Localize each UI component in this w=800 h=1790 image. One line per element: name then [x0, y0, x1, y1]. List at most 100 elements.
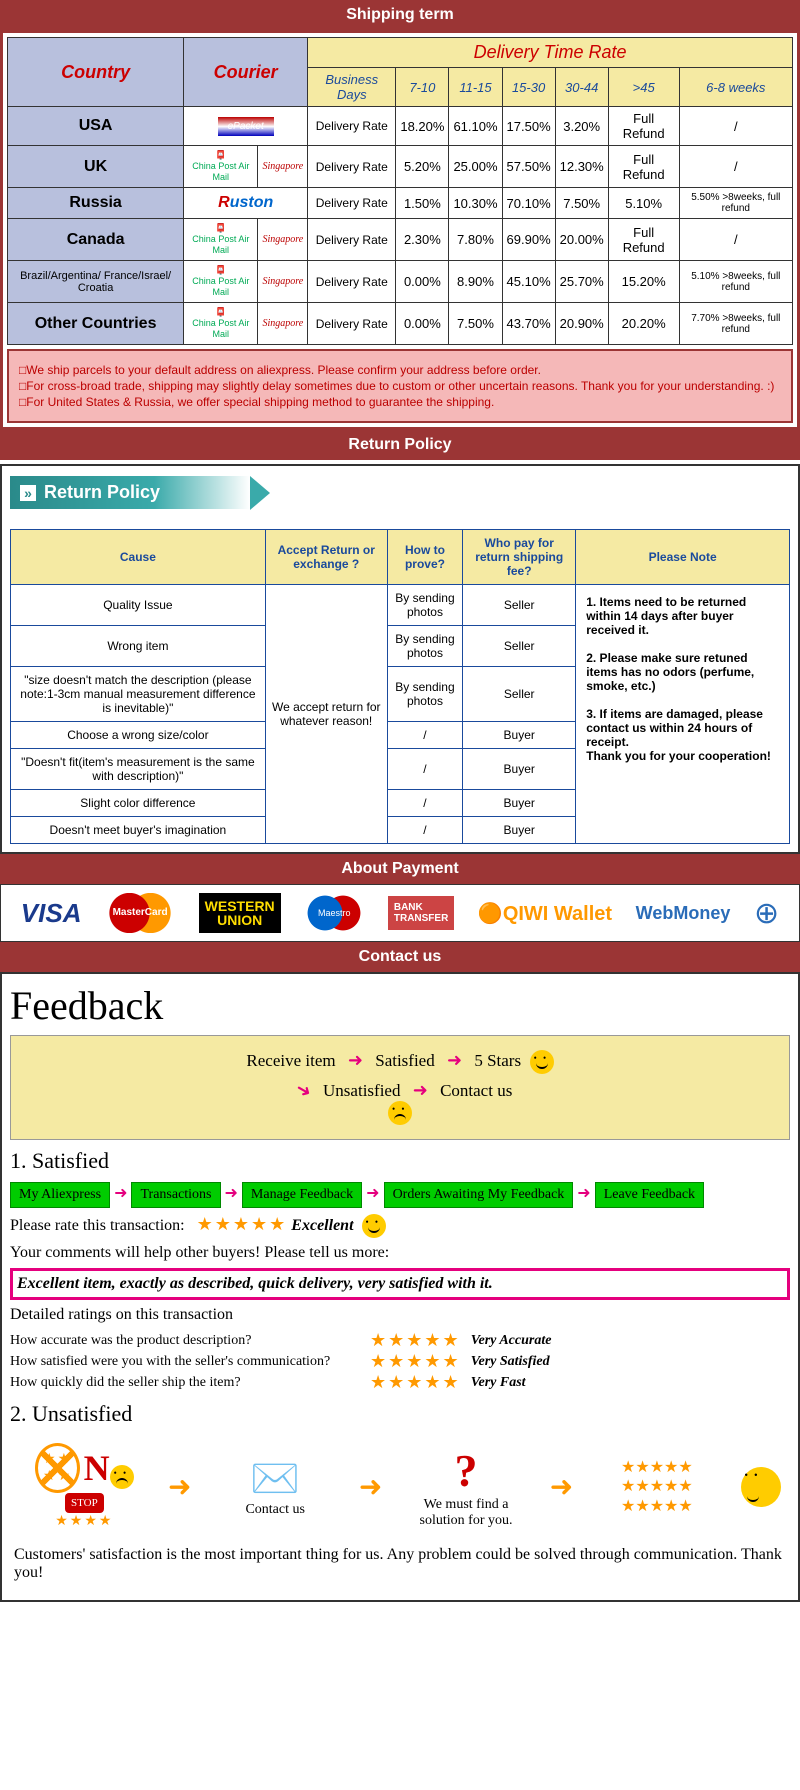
rate-cell: 2.30% [396, 219, 449, 261]
note-line: □For cross-broad trade, shipping may sli… [19, 379, 781, 393]
rate-cell: Full Refund [608, 107, 679, 146]
rate-cell: 7.50% [449, 303, 502, 345]
unsatisfied-header: 2. Unsatisfied [10, 1401, 790, 1427]
step-button: Transactions [131, 1182, 220, 1208]
rate-cell: 70.10% [502, 188, 555, 219]
country-cell: Canada [8, 219, 184, 261]
rate-cell: 20.90% [555, 303, 608, 345]
step-button: Orders Awaiting My Feedback [384, 1182, 574, 1208]
label-cell: Delivery Rate [308, 146, 396, 188]
rate-cell: 12.30% [555, 146, 608, 188]
th-c1: 7-10 [396, 68, 449, 107]
cause-cell: "size doesn't match the description (ple… [11, 667, 266, 722]
shipping-section: Country Courier Delivery Time Rate Busin… [0, 30, 800, 430]
return-section: »Return Policy CauseAccept Return or exc… [0, 464, 800, 854]
rate-cell: 7.50% [555, 188, 608, 219]
return-th: Cause [11, 530, 266, 585]
arrow-icon: ➜ [366, 1185, 379, 1202]
step-button: My Aliexpress [10, 1182, 110, 1208]
rating-q2: How satisfied were you with the seller's… [10, 1351, 790, 1372]
rate-cell: 8.90% [449, 261, 502, 303]
th-country: Country [8, 38, 184, 107]
rate-cell: Full Refund [608, 146, 679, 188]
who-cell: Seller [463, 585, 576, 626]
sad-icon [110, 1465, 134, 1489]
shipping-table: Country Courier Delivery Time Rate Busin… [7, 37, 793, 345]
label-cell: Delivery Rate [308, 219, 396, 261]
payment-header: About Payment [0, 854, 800, 884]
rate-cell: 69.90% [502, 219, 555, 261]
arrow-icon: ➜ [577, 1185, 590, 1202]
prove-cell: / [387, 722, 462, 749]
note-line: □For United States & Russia, we offer sp… [19, 395, 781, 409]
rate-cell: / [679, 107, 792, 146]
country-cell: Brazil/Argentina/ France/Israel/ Croatia [8, 261, 184, 303]
rate-cell: 61.10% [449, 107, 502, 146]
webmoney-icon: ⊕ [754, 896, 779, 931]
rate-cell: Full Refund [608, 219, 679, 261]
th-delivery: Delivery Time Rate [308, 38, 793, 68]
return-th: Who pay for return shipping fee? [463, 530, 576, 585]
mastercard-logo: MasterCard [105, 893, 175, 933]
flow-satisfied: Satisfied [375, 1051, 435, 1070]
question-icon: ? [455, 1445, 478, 1496]
return-th: Accept Return or exchange ? [265, 530, 387, 585]
return-th: Please Note [576, 530, 790, 585]
arrow-icon: ➜ [114, 1185, 127, 1202]
who-cell: Buyer [463, 790, 576, 817]
sad-icon [388, 1101, 412, 1125]
arrow-icon: ➜ [225, 1185, 238, 1202]
th-c6: 6-8 weeks [679, 68, 792, 107]
payment-logos: VISA MasterCard WESTERNUNION Maestro BAN… [0, 884, 800, 942]
who-cell: Buyer [463, 722, 576, 749]
qiwi-logo: 🟠QIWI Wallet [478, 901, 612, 926]
arrow-icon: ➜ [168, 1470, 191, 1503]
prove-cell: By sending photos [387, 626, 462, 667]
rate-cell: 45.10% [502, 261, 555, 303]
rate-cell: 25.00% [449, 146, 502, 188]
return-header: Return Policy [0, 430, 800, 460]
rate-cell: 17.50% [502, 107, 555, 146]
comments-help: Your comments will help other buyers! Pl… [10, 1244, 790, 1262]
bank-transfer-logo: BANKTRANSFER [388, 896, 454, 930]
stop-icon: STOP [65, 1493, 104, 1513]
label-cell: Delivery Rate [308, 107, 396, 146]
prove-cell: By sending photos [387, 667, 462, 722]
footer-text: Customers' satisfaction is the most impo… [14, 1546, 786, 1582]
prove-cell: By sending photos [387, 585, 462, 626]
prove-cell: / [387, 790, 462, 817]
return-table: CauseAccept Return or exchange ?How to p… [10, 529, 790, 844]
webmoney-logo: WebMoney [636, 903, 731, 924]
smile-icon [530, 1050, 554, 1074]
no-stars-block: ★★★★ N STOP ★★★★ [19, 1443, 149, 1530]
th-c4: 30-44 [555, 68, 608, 107]
country-cell: USA [8, 107, 184, 146]
cause-cell: Choose a wrong size/color [11, 722, 266, 749]
label-cell: Delivery Rate [308, 261, 396, 303]
contact-block: ✉️ Contact us [210, 1455, 340, 1518]
comment-box: Excellent item, exactly as described, qu… [10, 1268, 790, 1300]
cause-cell: Quality Issue [11, 585, 266, 626]
th-courier: Courier [184, 38, 308, 107]
shipping-notes: □We ship parcels to your default address… [7, 349, 793, 423]
arrow-icon: ➜ [291, 1078, 315, 1104]
cause-cell: "Doesn't fit(item's measurement is the s… [11, 749, 266, 790]
stars-icon: ★★★★★ [197, 1214, 288, 1234]
rate-row: Please rate this transaction: ★★★★★ Exce… [10, 1214, 790, 1238]
satisfied-steps: My Aliexpress➜Transactions➜Manage Feedba… [10, 1182, 790, 1208]
flow-receive: Receive item [246, 1051, 335, 1070]
flow-unsatisfied: Unsatisfied [323, 1081, 400, 1100]
prove-cell: / [387, 817, 462, 844]
note-line: □We ship parcels to your default address… [19, 363, 781, 377]
country-cell: UK [8, 146, 184, 188]
prove-cell: / [387, 749, 462, 790]
rate-cell: 15.20% [608, 261, 679, 303]
rate-cell: 1.50% [396, 188, 449, 219]
rate-cell: 0.00% [396, 303, 449, 345]
country-cell: Russia [8, 188, 184, 219]
return-th: How to prove? [387, 530, 462, 585]
rating-q3: How quickly did the seller ship the item… [10, 1372, 790, 1393]
cause-cell: Doesn't meet buyer's imagination [11, 817, 266, 844]
rate-cell: 5.10% [608, 188, 679, 219]
label-cell: Delivery Rate [308, 188, 396, 219]
